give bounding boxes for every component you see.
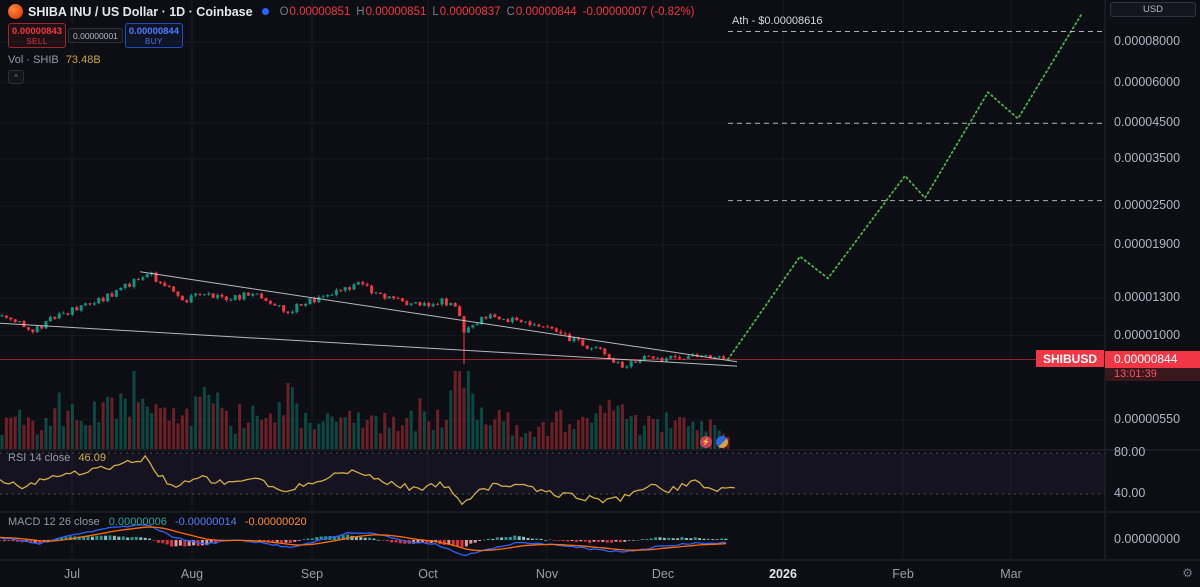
price-scale-label: 0.00006000 xyxy=(1114,74,1181,89)
trendlines xyxy=(0,271,738,367)
rsi-indicator-label: RSI 14 close 46.09 xyxy=(8,452,106,464)
last-price-tag: 0.00000844 13:01:39 xyxy=(1105,351,1200,382)
buy-label: BUY xyxy=(144,36,163,46)
high-label: H xyxy=(356,5,365,18)
price-scale-label: 40.00 xyxy=(1114,486,1146,500)
ohlc-values: O 0.00000851 H 0.00000851 L 0.00000837 C 0.0… xyxy=(274,6,695,18)
symbol-title[interactable]: SHIBA INU / US Dollar · 1D · Coinbase xyxy=(28,4,253,19)
macd-hist-value: 0.00000006 xyxy=(108,516,167,528)
price-scale-label: 0.00001900 xyxy=(1114,236,1181,251)
projection-path xyxy=(727,12,1083,361)
macd-signal-line xyxy=(0,526,727,552)
axis-settings-icon[interactable]: ⚙ xyxy=(1182,566,1193,580)
time-axis-label: Nov xyxy=(535,567,559,581)
time-axis-label: Mar xyxy=(1000,567,1022,581)
time-axis[interactable]: Jul Aug Sep Oct Nov Dec 2026 Feb Mar ⚙ xyxy=(0,560,1200,587)
price-scale-label: 0.00001300 xyxy=(1114,290,1181,305)
series-dot-icon xyxy=(261,8,269,15)
rsi-line xyxy=(0,454,735,506)
low-value: 0.00000837 xyxy=(439,5,501,18)
volume-value: 73.48B xyxy=(65,54,101,66)
ath-annotation-label[interactable]: Ath - $0.00008616 xyxy=(732,14,823,27)
open-value: 0.00000851 xyxy=(289,5,351,18)
price-scale-label: 0.00001000 xyxy=(1114,327,1181,342)
price-scale-label: 0.00008000 xyxy=(1114,33,1181,48)
price-scale-label: 80.00 xyxy=(1114,445,1146,459)
macd-line xyxy=(0,524,726,557)
time-axis-label: Dec xyxy=(651,567,675,581)
candles xyxy=(0,271,730,369)
time-axis-label: Aug xyxy=(180,567,204,581)
low-label: L xyxy=(432,5,439,18)
pane-separators xyxy=(0,0,1200,561)
countdown-timer: 13:01:39 xyxy=(1105,368,1200,382)
symbol-price-flag: SHIBUSD xyxy=(1035,350,1104,368)
buy-price: 0.00000844 xyxy=(128,25,180,37)
macd-indicator-label: MACD 12 26 close 0.00000006 -0.00000014 … xyxy=(8,516,307,528)
sell-price: 0.00000843 xyxy=(11,25,63,37)
price-scale-label: 0.00000550 xyxy=(1114,411,1181,426)
rsi-value: 46.09 xyxy=(78,452,106,464)
grid-lines xyxy=(71,0,1012,560)
open-label: O xyxy=(279,5,289,18)
price-scale-label: 0.00002500 xyxy=(1114,198,1181,213)
time-axis-label: Oct xyxy=(418,567,438,581)
sell-label: SELL xyxy=(26,36,48,46)
time-axis-label: Feb xyxy=(892,567,914,581)
volume-indicator-row: Vol · SHIB 73.48B xyxy=(8,54,695,66)
technicals-marker-icon[interactable] xyxy=(716,436,728,448)
time-axis-label: Sep xyxy=(300,567,324,581)
chevron-up-icon: ^ xyxy=(14,72,18,82)
sell-button[interactable]: 0.00000843 SELL xyxy=(8,23,66,48)
volume-label: Vol · SHIB xyxy=(8,54,59,66)
rsi-band xyxy=(0,452,1105,495)
price-scale-label: 0.00000000 xyxy=(1114,532,1181,546)
event-marker-icon[interactable]: ⚡ xyxy=(700,436,712,448)
change-value: -0.00000007 (-0.82%) xyxy=(582,5,695,18)
price-scale-label: 0.00003500 xyxy=(1114,150,1181,165)
rsi-title-text: RSI 14 close xyxy=(8,452,71,464)
price-scale-label: 0.00004500 xyxy=(1114,115,1181,130)
macd-line-value: -0.00000014 xyxy=(174,516,237,528)
last-price-value: 0.00000844 xyxy=(1105,351,1200,369)
level-lines xyxy=(728,31,1105,202)
macd-title-text: MACD 12 26 close xyxy=(8,516,100,528)
macd-signal-value: -0.00000020 xyxy=(244,516,307,528)
close-label: C xyxy=(506,5,515,18)
currency-usd-button[interactable]: USD xyxy=(1110,2,1196,17)
high-value: 0.00000851 xyxy=(365,5,427,18)
lightning-icon: ⚡ xyxy=(701,438,711,446)
buy-button[interactable]: 0.00000844 BUY xyxy=(124,23,183,48)
price-scale[interactable]: USD 0.00008000 0.00006000 0.00004500 0.0000… xyxy=(1105,0,1200,560)
time-axis-label: 2026 xyxy=(769,567,797,581)
shib-logo-icon xyxy=(8,4,23,19)
collapse-pane-button[interactable]: ^ xyxy=(8,70,24,84)
close-value: 0.00000844 xyxy=(515,5,577,18)
spread-value: 0.00000001 xyxy=(68,28,123,43)
volume-bars xyxy=(0,371,730,449)
time-axis-label: Jul xyxy=(64,567,80,581)
